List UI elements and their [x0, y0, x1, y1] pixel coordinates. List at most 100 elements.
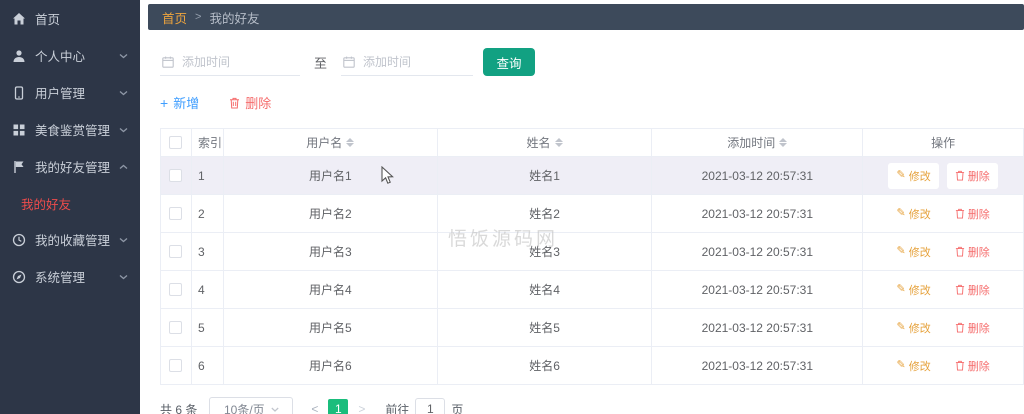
prev-page-button[interactable]: <	[311, 402, 319, 414]
sort-icon[interactable]	[346, 138, 355, 147]
sort-icon[interactable]	[779, 138, 788, 147]
sidebar-item-label: 我的好友管理	[35, 161, 111, 175]
edit-button[interactable]: ✎ 修改	[888, 238, 939, 265]
add-button-label: 新增	[173, 96, 200, 111]
trash-icon	[955, 360, 965, 371]
flag-icon	[12, 160, 26, 174]
delete-button[interactable]: 删除	[946, 352, 998, 379]
delete-button[interactable]: 删除	[946, 200, 998, 227]
current-page-button[interactable]: 1	[328, 399, 349, 414]
table-row: 1 用户名1 姓名1 2021-03-12 20:57:31 ✎ 修改 删除	[161, 157, 1024, 195]
row-checkbox[interactable]	[169, 321, 183, 334]
chevron-down-icon	[119, 237, 128, 243]
goto-page-suffix: 页	[451, 402, 464, 414]
search-button[interactable]: 查询	[483, 48, 536, 76]
cell-username: 用户名2	[224, 195, 438, 232]
chevron-down-icon	[119, 127, 128, 133]
cell-time: 2021-03-12 20:57:31	[652, 347, 864, 384]
sidebar-subitem-my-friends[interactable]: 我的好友	[0, 185, 140, 221]
toolbar: + 新增 删除	[160, 93, 1024, 112]
date-end-field[interactable]	[341, 48, 474, 76]
friends-table: 索引 用户名 姓名 添加时间 操作 1 用户名1	[160, 128, 1024, 385]
sidebar-item-label: 首页	[35, 13, 61, 27]
date-end-input[interactable]	[361, 53, 472, 70]
sidebar-item-personal-center[interactable]: 个人中心	[0, 37, 140, 74]
sidebar-item-favorites-management[interactable]: 我的收藏管理	[0, 221, 140, 258]
trash-icon	[955, 208, 965, 219]
breadcrumb-current: 我的好友	[209, 11, 260, 26]
sidebar-item-friends-management[interactable]: 我的好友管理	[0, 148, 140, 185]
select-all-checkbox[interactable]	[169, 136, 183, 149]
cell-username: 用户名1	[224, 157, 438, 194]
sort-icon[interactable]	[554, 138, 563, 147]
delete-button[interactable]: 删除	[946, 162, 998, 189]
plus-icon: +	[160, 94, 169, 111]
sidebar-item-label: 用户管理	[35, 87, 86, 101]
pencil-icon: ✎	[896, 169, 906, 181]
trash-icon	[955, 284, 965, 295]
row-checkbox[interactable]	[169, 169, 183, 182]
compass-icon	[12, 270, 26, 284]
pencil-icon: ✎	[896, 245, 906, 257]
breadcrumb-home-link[interactable]: 首页	[162, 11, 188, 26]
batch-delete-label: 删除	[245, 96, 272, 111]
trash-icon	[955, 170, 965, 181]
goto-page-input[interactable]	[415, 398, 446, 414]
cell-index: 3	[192, 233, 224, 270]
cell-name: 姓名4	[438, 271, 653, 308]
pencil-icon: ✎	[896, 359, 906, 371]
pencil-icon: ✎	[896, 321, 906, 333]
sidebar-item-food-management[interactable]: 美食鉴赏管理	[0, 111, 140, 148]
cell-time: 2021-03-12 20:57:31	[652, 195, 864, 232]
delete-button[interactable]: 删除	[946, 238, 998, 265]
column-header-name[interactable]: 姓名	[438, 129, 653, 156]
sidebar-item-system-management[interactable]: 系统管理	[0, 258, 140, 295]
edit-button[interactable]: ✎ 修改	[888, 276, 939, 303]
table-row: 6 用户名6 姓名6 2021-03-12 20:57:31 ✎ 修改 删除	[161, 347, 1024, 385]
cell-index: 1	[192, 157, 224, 194]
cell-username: 用户名3	[224, 233, 438, 270]
row-checkbox[interactable]	[169, 359, 183, 372]
sidebar: 首页 个人中心 用户管理 美食鉴赏管理 我的好友管理	[0, 0, 140, 414]
edit-button[interactable]: ✎ 修改	[888, 200, 939, 227]
date-start-field[interactable]	[160, 48, 300, 76]
calendar-icon	[343, 56, 355, 68]
sidebar-item-user-management[interactable]: 用户管理	[0, 74, 140, 111]
goto-label: 前往	[385, 402, 410, 414]
cell-time: 2021-03-12 20:57:31	[652, 271, 864, 308]
pagination-total: 共 6 条	[160, 402, 198, 414]
column-header-username[interactable]: 用户名	[224, 129, 438, 156]
delete-button[interactable]: 删除	[946, 276, 998, 303]
sidebar-item-label: 系统管理	[35, 271, 86, 285]
sidebar-subitem-label: 我的好友	[21, 197, 72, 212]
clock-icon	[12, 233, 26, 247]
delete-button[interactable]: 删除	[946, 314, 998, 341]
cell-time: 2021-03-12 20:57:31	[652, 309, 864, 346]
column-header-time[interactable]: 添加时间	[652, 129, 864, 156]
row-checkbox[interactable]	[169, 245, 183, 258]
edit-button[interactable]: ✎ 修改	[888, 352, 939, 379]
cell-index: 2	[192, 195, 224, 232]
calendar-icon	[162, 56, 174, 68]
next-page-button[interactable]: >	[358, 402, 366, 414]
page-size-select[interactable]: 10条/页	[209, 397, 294, 414]
breadcrumb: 首页 > 我的好友	[148, 4, 1024, 30]
table-row: 5 用户名5 姓名5 2021-03-12 20:57:31 ✎ 修改 删除	[161, 309, 1024, 347]
table-row: 3 用户名3 姓名3 2021-03-12 20:57:31 ✎ 修改 删除	[161, 233, 1024, 271]
chevron-down-icon	[271, 407, 279, 412]
edit-button[interactable]: ✎ 修改	[888, 162, 939, 189]
add-button[interactable]: + 新增	[160, 93, 199, 112]
edit-button[interactable]: ✎ 修改	[888, 314, 939, 341]
batch-delete-button[interactable]: 删除	[229, 93, 271, 112]
phone-icon	[12, 85, 26, 100]
cell-name: 姓名5	[438, 309, 653, 346]
pencil-icon: ✎	[896, 207, 906, 219]
pagination: 共 6 条 10条/页 < 1 > 前往 页	[160, 397, 1024, 414]
sidebar-item-label: 我的收藏管理	[35, 234, 111, 248]
date-start-input[interactable]	[180, 53, 298, 70]
row-checkbox[interactable]	[169, 283, 183, 296]
table-row: 4 用户名4 姓名4 2021-03-12 20:57:31 ✎ 修改 删除	[161, 271, 1024, 309]
row-checkbox[interactable]	[169, 207, 183, 220]
sidebar-item-home[interactable]: 首页	[0, 0, 140, 37]
grid-icon	[12, 123, 26, 137]
